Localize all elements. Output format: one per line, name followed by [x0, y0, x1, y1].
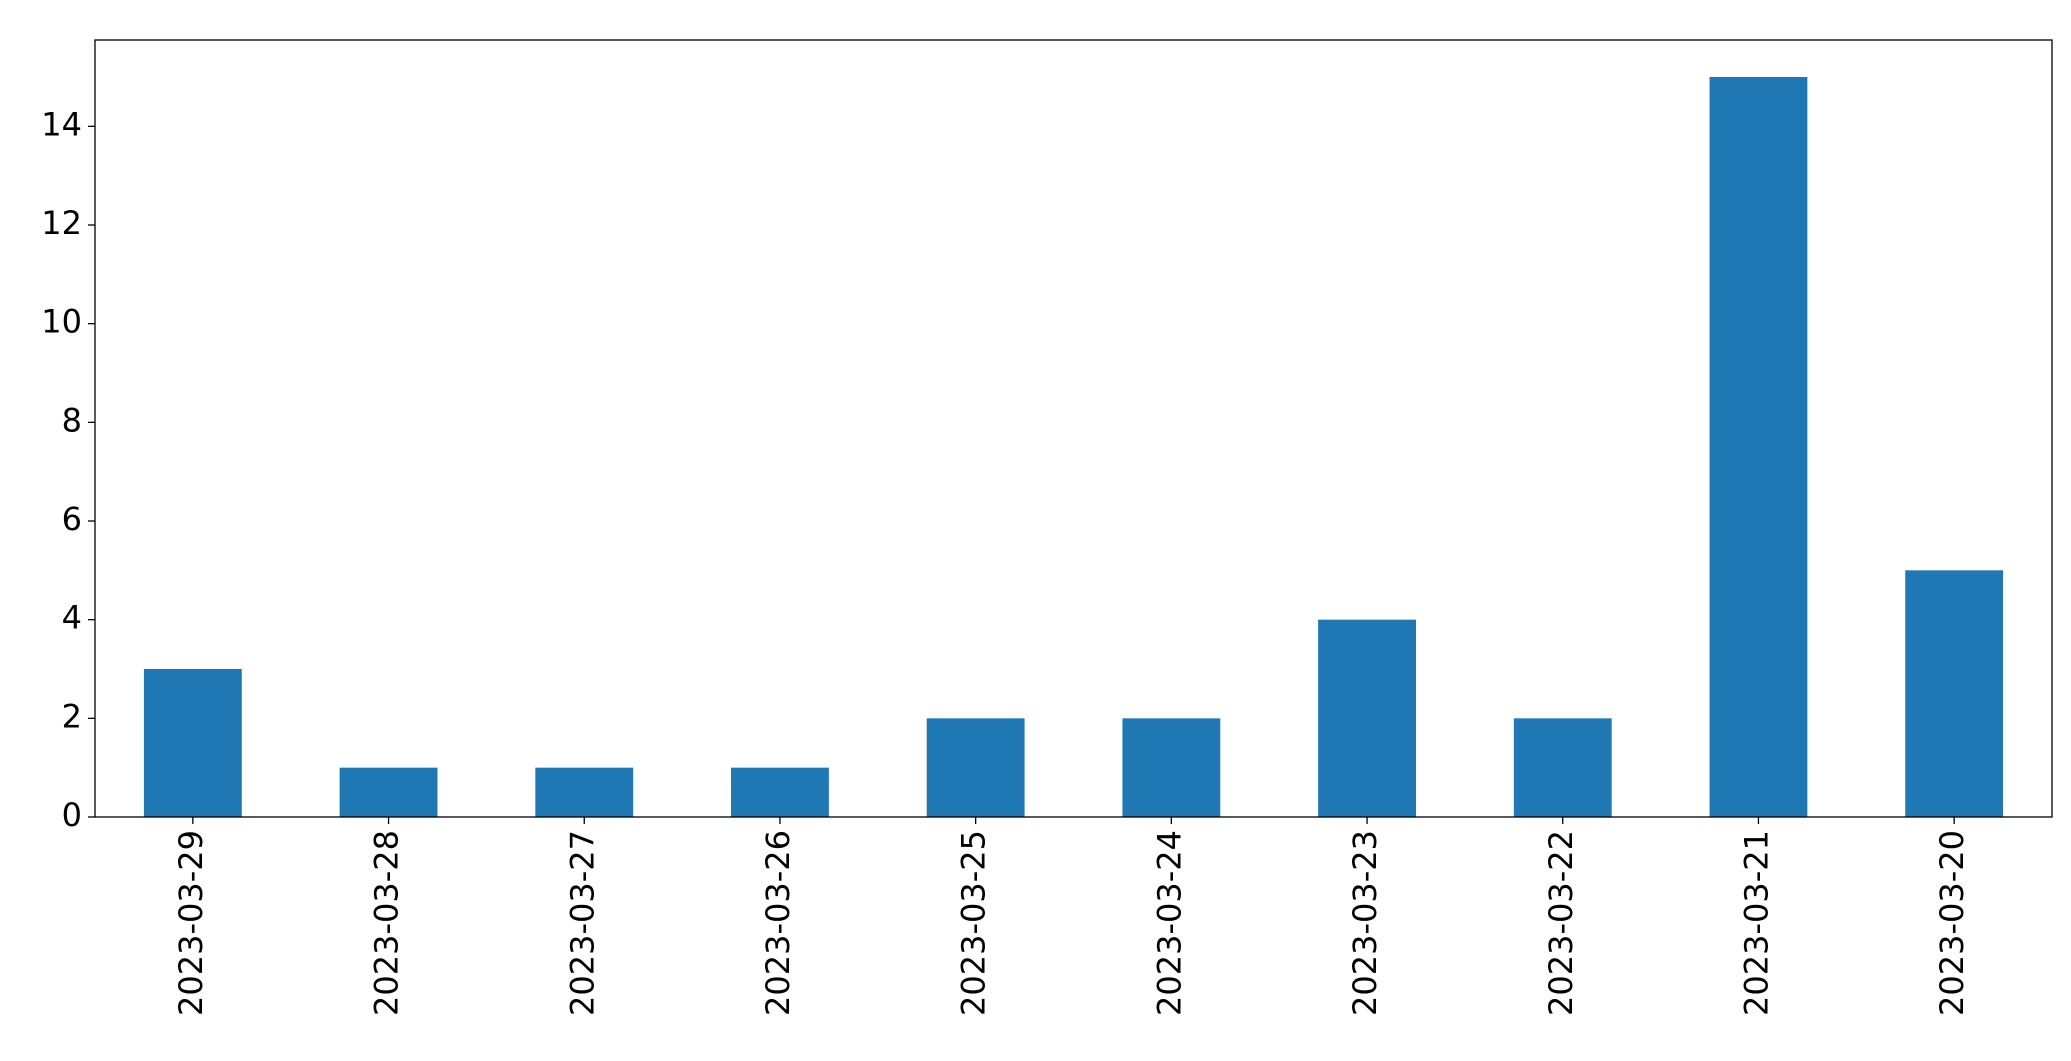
y-tick-label: 10	[41, 303, 82, 341]
x-tick-label: 2023-03-20	[1933, 830, 1971, 1016]
x-tick-label: 2023-03-28	[368, 830, 406, 1016]
y-tick-label: 14	[41, 105, 82, 143]
x-tick-label: 2023-03-23	[1346, 830, 1384, 1016]
bar	[1318, 619, 1416, 817]
x-tick-label: 2023-03-26	[759, 830, 797, 1016]
bar	[535, 767, 634, 817]
y-tick-label: 12	[41, 204, 82, 242]
bar	[731, 767, 829, 817]
bar	[1122, 718, 1221, 817]
y-tick-label: 8	[62, 401, 82, 439]
bar	[1513, 718, 1612, 817]
y-tick-label: 0	[62, 796, 82, 834]
y-tick-label: 2	[62, 697, 82, 735]
x-tick-label: 2023-03-21	[1737, 830, 1775, 1016]
bar	[1905, 570, 2004, 817]
bar	[339, 767, 438, 817]
y-tick-label: 4	[62, 599, 82, 637]
bar	[1709, 77, 1808, 817]
y-tick-label: 6	[62, 500, 82, 538]
x-tick-label: 2023-03-27	[563, 830, 601, 1016]
x-tick-label: 2023-03-22	[1542, 830, 1580, 1016]
x-tick-label: 2023-03-25	[955, 830, 993, 1016]
x-tick-label: 2023-03-24	[1150, 830, 1188, 1016]
bar	[926, 718, 1025, 817]
x-tick-label: 2023-03-29	[172, 830, 210, 1016]
axes-frame	[94, 39, 2053, 818]
bar	[143, 669, 242, 817]
